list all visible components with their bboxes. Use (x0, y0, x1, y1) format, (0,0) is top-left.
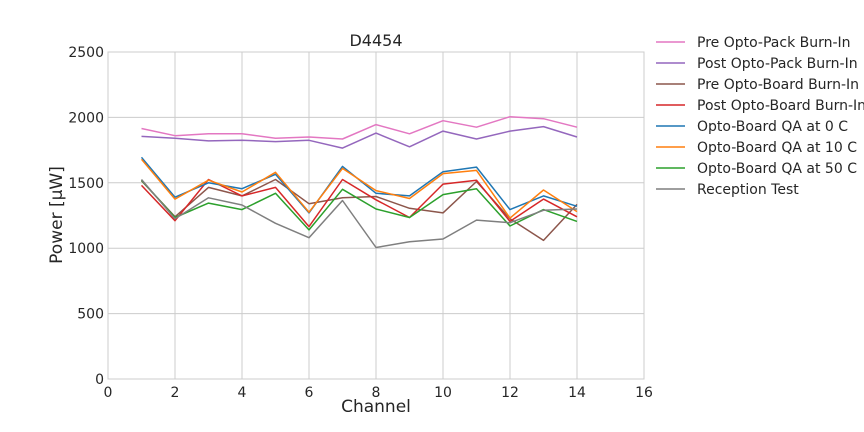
x-tick-label: 14 (568, 385, 586, 401)
series-line-6 (140, 158, 578, 219)
y-tick-label: 1000 (68, 241, 104, 257)
x-axis-title: Channel (341, 397, 411, 417)
y-tick-label: 500 (77, 307, 104, 323)
x-tick-label: 2 (171, 385, 180, 401)
legend-label: Opto-Board QA at 10 C (697, 140, 857, 156)
legend-label: Opto-Board QA at 50 C (697, 161, 857, 177)
legend-label: Post Opto-Pack Burn-In (697, 56, 858, 72)
x-tick-label: 4 (238, 385, 247, 401)
y-tick-label: 0 (95, 372, 104, 388)
series-line-1 (141, 115, 578, 140)
legend-label: Post Opto-Board Burn-In (697, 98, 864, 114)
chart-title: D4454 (349, 31, 402, 50)
x-tick-label: 10 (434, 385, 452, 401)
x-tick-label: 12 (501, 385, 519, 401)
series-line-7 (140, 179, 578, 231)
legend-label: Reception Test (697, 182, 799, 198)
plot-area-frame (107, 51, 645, 380)
series-line-3 (140, 178, 578, 242)
x-tick-label: 16 (635, 385, 653, 401)
x-tick-label: 8 (372, 385, 381, 401)
series-line-8 (140, 179, 578, 249)
x-tick-label: 6 (305, 385, 314, 401)
series-line-2 (141, 125, 578, 149)
series-lines (140, 115, 578, 249)
legend-label: Opto-Board QA at 0 C (697, 119, 848, 135)
legend-label: Pre Opto-Pack Burn-In (697, 35, 851, 51)
y-tick-label: 1500 (68, 176, 104, 192)
legend: Pre Opto-Pack Burn-In Post Opto-Pack Burn… (656, 35, 864, 198)
legend-label: Pre Opto-Board Burn-In (697, 77, 859, 93)
y-tick-label: 2000 (68, 110, 104, 126)
y-axis-title: Power [μW] (47, 166, 67, 264)
tick-labels: 0 2 4 6 8 10 12 14 16 0 500 1000 1500 2000 2500 (68, 45, 653, 401)
y-tick-label: 2500 (68, 45, 104, 61)
x-tick-label: 0 (104, 385, 113, 401)
